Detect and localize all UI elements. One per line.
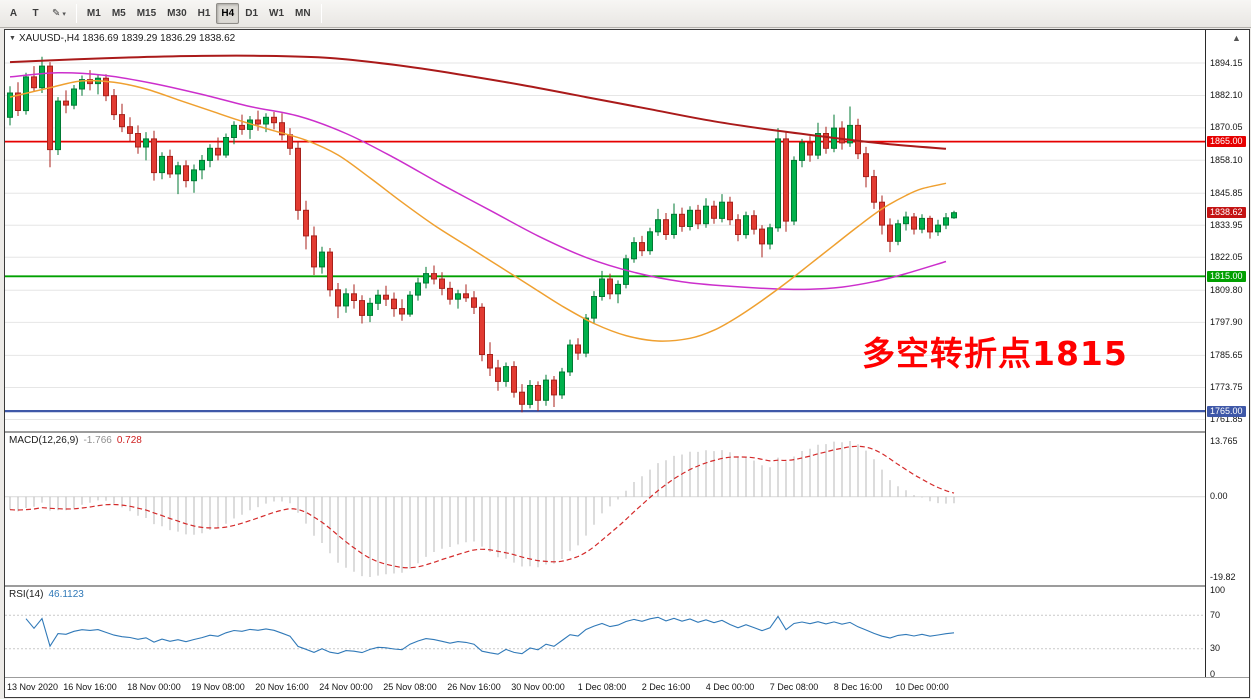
rsi-indicator-pane[interactable] (5, 587, 1205, 676)
text-tool-button[interactable]: T (25, 3, 46, 24)
axis-label: 1773.75 (1210, 382, 1243, 392)
time-axis-label: 13 Nov 2020 (7, 682, 59, 692)
level-price-tag: 1815.00 (1207, 270, 1246, 282)
axis-label: 1882.10 (1210, 90, 1243, 100)
time-axis-label: 20 Nov 16:00 (255, 682, 309, 692)
axis-label: 30 (1210, 643, 1221, 654)
time-axis-label: 30 Nov 00:00 (511, 682, 565, 692)
time-axis-label: 10 Dec 00:00 (895, 682, 949, 692)
price-axis[interactable]: 1894.15 1882.10 1870.05 1858.10 1845.85 1833.… (1205, 30, 1249, 679)
time-axis-label: 26 Nov 16:00 (447, 682, 501, 692)
axis-label: 1797.90 (1210, 316, 1243, 327)
axis-label: 1845.85 (1210, 187, 1243, 198)
pane-divider[interactable] (5, 585, 1205, 587)
chart-text-annotation[interactable]: 多空转折点1815 (862, 334, 1128, 373)
axis-label: 1822.05 (1210, 251, 1243, 262)
symbol-header: ▼ XAUUSD-,H4 1836.69 1839.29 1836.29 1838… (9, 33, 235, 44)
time-axis-label: 18 Nov 00:00 (127, 682, 181, 692)
timeframe-button-mn[interactable]: MN (290, 3, 316, 24)
timeframe-button-h4[interactable]: H4 (216, 3, 240, 24)
time-axis-label: 1 Dec 08:00 (577, 682, 627, 692)
time-axis-label: 8 Dec 16:00 (833, 682, 883, 692)
timeframe-button-m1[interactable]: M1 (82, 3, 106, 24)
timeframe-group: M1 M5 M15 M30 H1 H4 D1 W1 MN (82, 3, 316, 24)
time-axis-label: 7 Dec 08:00 (769, 682, 819, 692)
time-axis-label: 19 Nov 08:00 (191, 682, 245, 692)
time-axis-label: 16 Nov 16:00 (63, 682, 117, 692)
current-price-tag: 1838.62 (1207, 207, 1246, 219)
price-chart-pane[interactable] (5, 30, 1205, 431)
axis-label: 1870.05 (1210, 122, 1243, 133)
axis-label: 1894.15 (1210, 57, 1243, 68)
axis-label: 1833.95 (1210, 219, 1243, 230)
time-axis-label: 4 Dec 00:00 (705, 682, 755, 692)
time-axis-label: 24 Nov 00:00 (319, 682, 373, 692)
axis-label: -19.82 (1210, 571, 1236, 582)
axis-label: 70 (1210, 609, 1221, 620)
rsi-header: RSI(14) 46.1123 (9, 589, 84, 600)
level-price-tag: 1765.00 (1207, 405, 1246, 417)
rsi-value: 46.1123 (48, 589, 84, 600)
macd-main-value: -1.766 (83, 435, 112, 446)
level-price-tag: 1865.00 (1207, 136, 1246, 148)
time-axis-label: 25 Nov 08:00 (383, 682, 437, 692)
axis-label: 100 (1210, 584, 1226, 595)
timeframe-button-m30[interactable]: M30 (162, 3, 191, 24)
chart-window: 1894.15 1882.10 1870.05 1858.10 1845.85 1833.… (4, 29, 1250, 698)
time-axis[interactable]: 13 Nov 2020 16 Nov 16:00 18 Nov 00:00 19 No… (5, 677, 1249, 697)
timeframe-button-d1[interactable]: D1 (240, 3, 263, 24)
macd-indicator-pane[interactable] (5, 433, 1205, 585)
axis-label: 0 (1210, 668, 1216, 679)
chevron-down-icon: ▾ (62, 10, 66, 18)
axis-label: 1761.85 (1210, 414, 1243, 424)
toolbar-separator (75, 4, 77, 23)
macd-signal-value: 0.728 (116, 435, 142, 446)
timeframe-button-h1[interactable]: H1 (193, 3, 216, 24)
draw-tool-dropdown[interactable]: ✎ ▾ (47, 3, 71, 24)
symbol-ohlc-text: XAUUSD-,H4 1836.69 1839.29 1836.29 1838.… (18, 33, 236, 44)
cursor-tool-button[interactable]: A (3, 3, 24, 24)
macd-label: MACD(12,26,9) (9, 435, 79, 446)
timeframe-button-w1[interactable]: W1 (264, 3, 289, 24)
main-toolbar: A T ✎ ▾ M1 M5 M15 M30 H1 H4 D1 W1 MN (0, 0, 1251, 28)
scroll-up-icon[interactable]: ▲ (1232, 33, 1241, 43)
axis-label: 1809.80 (1210, 284, 1243, 295)
pencil-icon: ✎ (52, 8, 61, 19)
toolbar-separator (320, 4, 322, 23)
timeframe-button-m5[interactable]: M5 (107, 3, 131, 24)
axis-label: 1785.65 (1210, 349, 1243, 360)
time-axis-label: 2 Dec 16:00 (641, 682, 691, 692)
pane-divider[interactable] (5, 431, 1205, 433)
axis-label: 1858.10 (1210, 154, 1243, 165)
axis-label: 0.00 (1210, 491, 1228, 502)
timeframe-button-m15[interactable]: M15 (132, 3, 161, 24)
rsi-label: RSI(14) (9, 589, 44, 600)
macd-header: MACD(12,26,9) -1.766 0.728 (9, 435, 142, 446)
axis-label: 13.765 (1210, 435, 1238, 446)
symbol-dropdown-icon[interactable]: ▼ (9, 35, 16, 42)
